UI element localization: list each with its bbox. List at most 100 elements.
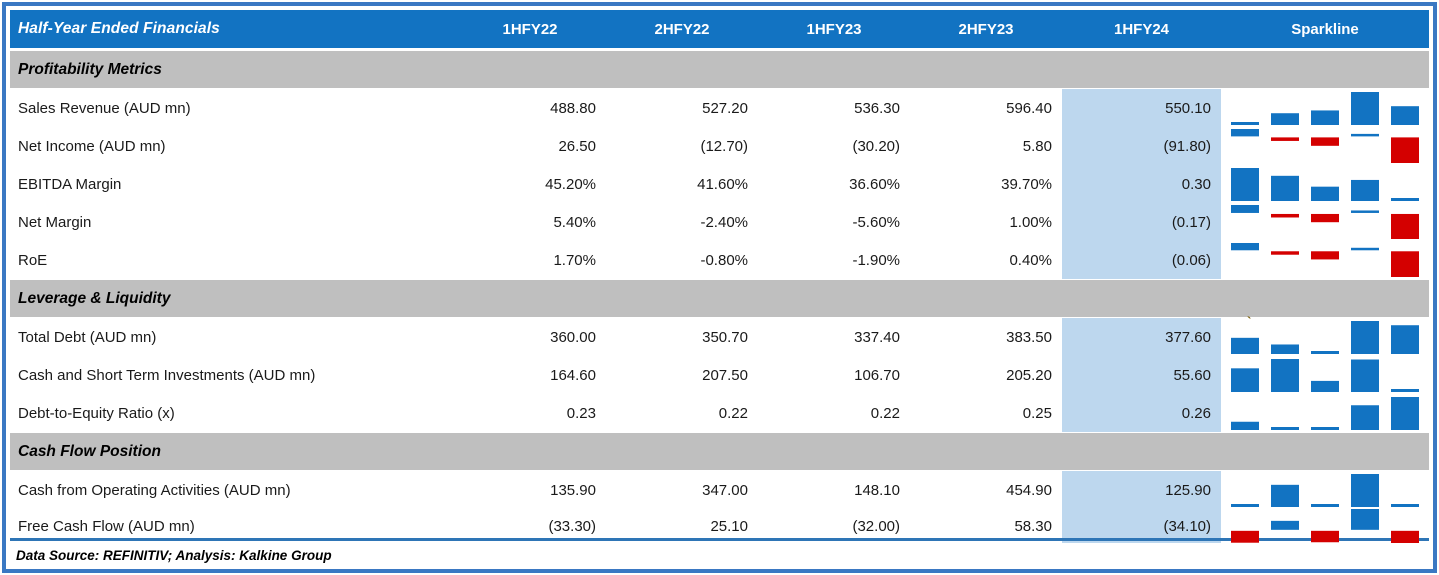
value-cell: 536.30 bbox=[854, 99, 900, 117]
column-header-sparkline: Sparkline bbox=[1291, 20, 1359, 38]
value-cell: 5.80 bbox=[1022, 137, 1052, 155]
sparkline-chart bbox=[1231, 359, 1419, 392]
value-cell-highlighted: 550.10 bbox=[1062, 89, 1221, 127]
footer-separator-line bbox=[10, 538, 1429, 541]
value-cell: (33.30) bbox=[548, 517, 596, 535]
value-cell: -5.60% bbox=[852, 213, 900, 231]
value-cell: 26.50 bbox=[558, 137, 596, 155]
value-cell: 1.70% bbox=[553, 251, 596, 269]
value-cell: 383.50 bbox=[1006, 328, 1052, 346]
metric-label: Cash from Operating Activities (AUD mn) bbox=[18, 481, 291, 499]
value-cell: 148.10 bbox=[854, 481, 900, 499]
sparkline-chart bbox=[1231, 509, 1419, 543]
value-cell-highlighted: 0.26 bbox=[1062, 394, 1221, 432]
value-cell: (30.20) bbox=[852, 137, 900, 155]
sparkline-chart bbox=[1231, 129, 1419, 163]
value-cell-highlighted: (0.06) bbox=[1062, 241, 1221, 279]
value-cell: -1.90% bbox=[852, 251, 900, 269]
value-cell: 106.70 bbox=[854, 366, 900, 384]
section-header-cash-flow-position: Cash Flow Position bbox=[10, 433, 1429, 470]
value-cell: 350.70 bbox=[702, 328, 748, 346]
sparkline-cell bbox=[1221, 356, 1429, 394]
table-row-roe: RoE 1.70% -0.80% -1.90% 0.40% (0.06) bbox=[10, 241, 1429, 279]
sparkline-cell bbox=[1221, 509, 1429, 543]
metric-label: Sales Revenue (AUD mn) bbox=[18, 99, 191, 117]
value-cell: 39.70% bbox=[1001, 175, 1052, 193]
metric-label: Free Cash Flow (AUD mn) bbox=[18, 517, 195, 535]
data-source-note: Data Source: REFINITIV; Analysis: Kalkin… bbox=[16, 547, 332, 563]
column-header-1hfy23: 1HFY23 bbox=[806, 20, 862, 38]
value-cell: 135.90 bbox=[550, 481, 596, 499]
value-cell: 207.50 bbox=[702, 366, 748, 384]
value-cell: 596.40 bbox=[1006, 99, 1052, 117]
sparkline-chart bbox=[1231, 205, 1419, 239]
sparkline-chart bbox=[1231, 397, 1419, 430]
value-cell: 454.90 bbox=[1006, 481, 1052, 499]
column-header-1hfy22: 1HFY22 bbox=[502, 20, 558, 38]
table-row-free-cash-flow: Free Cash Flow (AUD mn) (33.30) 25.10 (3… bbox=[10, 509, 1429, 543]
value-cell: 0.22 bbox=[718, 404, 748, 422]
table-row-net-margin: Net Margin 5.40% -2.40% -5.60% 1.00% (0.… bbox=[10, 203, 1429, 241]
metric-label: RoE bbox=[18, 251, 48, 269]
sparkline-chart bbox=[1231, 321, 1419, 354]
sparkline-chart bbox=[1231, 92, 1419, 125]
value-cell: 527.20 bbox=[702, 99, 748, 117]
value-cell: 25.10 bbox=[710, 517, 748, 535]
value-cell-highlighted: (91.80) bbox=[1062, 127, 1221, 165]
column-header-2hfy23: 2HFY23 bbox=[958, 20, 1014, 38]
value-cell: -2.40% bbox=[700, 213, 748, 231]
table-row-ebitda-margin: EBITDA Margin 45.20% 41.60% 36.60% 39.70… bbox=[10, 165, 1429, 203]
sparkline-cell bbox=[1221, 127, 1429, 165]
value-cell-highlighted: 125.90 bbox=[1062, 471, 1221, 509]
section-header-profitability-metrics: Profitability Metrics bbox=[10, 51, 1429, 88]
table-title: Half-Year Ended Financials bbox=[18, 20, 220, 37]
table-row-total-debt: Total Debt (AUD mn) 360.00 350.70 337.40… bbox=[10, 315, 1429, 356]
metric-label: Debt-to-Equity Ratio (x) bbox=[18, 404, 175, 422]
value-cell: 45.20% bbox=[545, 175, 596, 193]
value-cell: 360.00 bbox=[550, 328, 596, 346]
value-cell-highlighted: 377.60 bbox=[1062, 318, 1221, 356]
value-cell: 0.22 bbox=[870, 404, 900, 422]
sparkline-chart bbox=[1231, 243, 1419, 277]
metric-label: Net Income (AUD mn) bbox=[18, 137, 166, 155]
value-cell: -0.80% bbox=[700, 251, 748, 269]
sparkline-cell bbox=[1221, 89, 1429, 127]
table-row-cash-from-operating: Cash from Operating Activities (AUD mn) … bbox=[10, 471, 1429, 509]
sparkline-cell: ` bbox=[1221, 315, 1429, 356]
sparkline-cell bbox=[1221, 471, 1429, 509]
value-cell: (12.70) bbox=[700, 137, 748, 155]
metric-label: Total Debt (AUD mn) bbox=[18, 328, 157, 346]
table-row-sales-revenue: Sales Revenue (AUD mn) 488.80 527.20 536… bbox=[10, 89, 1429, 127]
sparkline-cell bbox=[1221, 241, 1429, 279]
value-cell-highlighted: (0.17) bbox=[1062, 203, 1221, 241]
value-cell: 41.60% bbox=[697, 175, 748, 193]
sparkline-chart bbox=[1231, 168, 1419, 201]
section-header-leverage-liquidity: Leverage & Liquidity bbox=[10, 280, 1429, 317]
value-cell-highlighted: (34.10) bbox=[1062, 509, 1221, 543]
column-header-1hfy24: 1HFY24 bbox=[1113, 20, 1170, 38]
sparkline-cell bbox=[1221, 165, 1429, 203]
value-cell: (32.00) bbox=[852, 517, 900, 535]
sparkline-cell bbox=[1221, 203, 1429, 241]
table-row-debt-to-equity: Debt-to-Equity Ratio (x) 0.23 0.22 0.22 … bbox=[10, 394, 1429, 432]
metric-label: EBITDA Margin bbox=[18, 175, 122, 193]
value-cell: 488.80 bbox=[550, 99, 596, 117]
table-header-row: Half-Year Ended Financials 1HFY22 2HFY22… bbox=[10, 10, 1429, 48]
value-cell: 164.60 bbox=[550, 366, 596, 384]
table-row-cash-short-term-investments: Cash and Short Term Investments (AUD mn)… bbox=[10, 356, 1429, 394]
value-cell: 0.40% bbox=[1009, 251, 1052, 269]
value-cell: 58.30 bbox=[1014, 517, 1052, 535]
value-cell: 205.20 bbox=[1006, 366, 1052, 384]
column-header-2hfy22: 2HFY22 bbox=[654, 20, 710, 38]
sparkline-chart bbox=[1231, 474, 1419, 507]
value-cell: 36.60% bbox=[849, 175, 900, 193]
value-cell: 1.00% bbox=[1009, 213, 1052, 231]
table-row-net-income: Net Income (AUD mn) 26.50 (12.70) (30.20… bbox=[10, 127, 1429, 165]
metric-label: Net Margin bbox=[18, 213, 92, 231]
sparkline-cell bbox=[1221, 394, 1429, 432]
value-cell-highlighted: 0.30 bbox=[1062, 165, 1221, 203]
value-cell: 0.23 bbox=[566, 404, 596, 422]
value-cell: 347.00 bbox=[702, 481, 748, 499]
